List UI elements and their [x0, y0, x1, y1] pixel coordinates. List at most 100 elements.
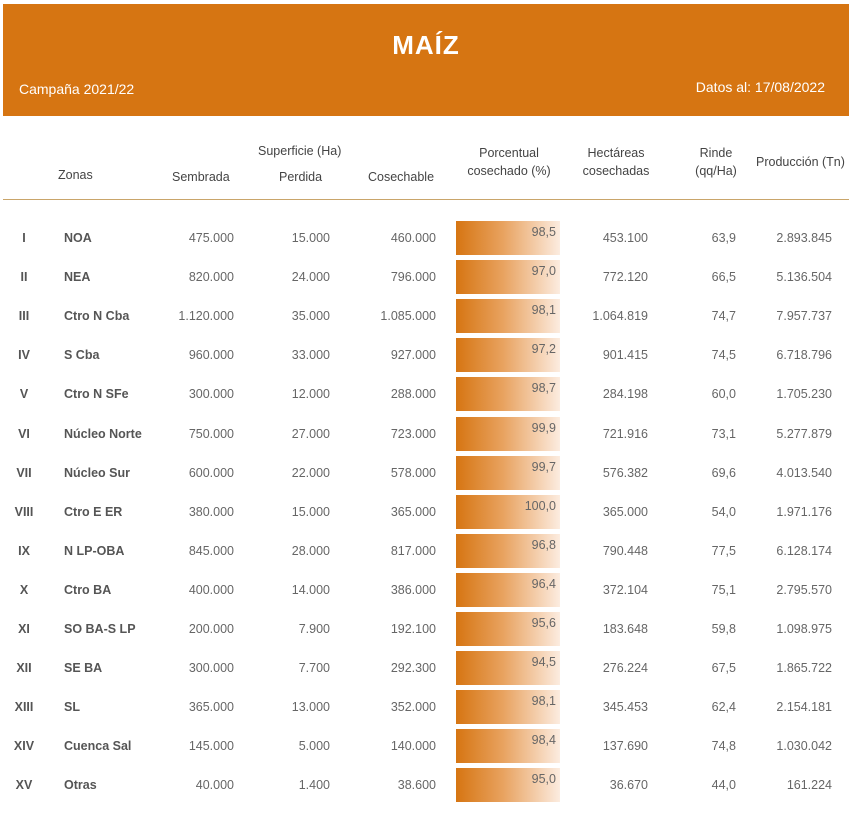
- percent-harvested-bar: [456, 221, 560, 255]
- col-header-sembrada: Sembrada: [172, 170, 230, 184]
- row-number: III: [18, 309, 30, 324]
- produccion-cell: 7.957.737: [776, 309, 832, 324]
- zone-name: SE BA: [64, 661, 103, 676]
- cosechable-cell: 38.600: [397, 778, 436, 793]
- percent-harvested-bar: [456, 651, 560, 686]
- zone-name: Núcleo Norte: [64, 426, 142, 441]
- zone-name: Ctro E ER: [64, 504, 123, 519]
- perdida-cell: 24.000: [291, 270, 330, 285]
- col-header-hectareas-line1: Hectáreas: [587, 146, 645, 160]
- col-header-hectareas: Hectáreas cosechadas: [570, 144, 662, 180]
- produccion-cell: 6.128.174: [776, 543, 832, 558]
- hectareas-cell: 183.648: [602, 622, 648, 636]
- perdida-cell: 28.000: [291, 543, 330, 558]
- produccion-cell: 2.154.181: [776, 700, 832, 715]
- hectareas-cell: 790.448: [602, 543, 648, 558]
- table-row: VI Núcleo Norte 750.000 27.000 723.000 721.91…: [0, 415, 852, 453]
- produccion-cell: 1.030.042: [776, 739, 832, 754]
- perdida-cell: 7.700: [298, 661, 330, 676]
- row-number: VIII: [14, 504, 34, 519]
- sembrada-cell: 845.000: [188, 543, 234, 558]
- row-number: X: [19, 582, 29, 597]
- rinde-cell: 74,8: [711, 739, 736, 754]
- produccion-cell: 1.705.230: [776, 387, 832, 402]
- perdida-cell: 14.000: [291, 582, 330, 597]
- percent-harvested-bar: [456, 338, 560, 373]
- produccion-cell: 2.795.570: [776, 582, 832, 597]
- cosechable-cell: 352.000: [390, 700, 436, 715]
- percent-harvested-value: 95,6: [531, 616, 556, 630]
- table-row: XIII SL 365.000 13.000 352.000 345.453 62,4 2.1…: [0, 688, 852, 726]
- rinde-cell: 62,4: [711, 700, 736, 715]
- zone-name: Ctro N SFe: [64, 387, 129, 402]
- rinde-cell: 44,0: [711, 778, 736, 793]
- produccion-cell: 161.224: [786, 778, 832, 793]
- percent-harvested-value: 100,0: [524, 498, 556, 513]
- table-row: II NEA 820.000 24.000 796.000 772.120 66,5 5.13…: [0, 258, 852, 296]
- hectareas-cell: 453.100: [602, 231, 648, 245]
- table-row: IV S Cba 960.000 33.000 927.000 901.415 74,5 6.…: [0, 336, 852, 374]
- col-header-superficie: Superficie (Ha): [258, 144, 342, 158]
- cosechable-cell: 460.000: [390, 231, 436, 245]
- percent-harvested-value: 98,1: [531, 303, 556, 318]
- perdida-cell: 1.400: [298, 778, 330, 793]
- produccion-cell: 2.893.845: [776, 231, 832, 245]
- sembrada-cell: 200.000: [188, 622, 234, 636]
- zone-name: NOA: [64, 231, 92, 245]
- zone-name: Cuenca Sal: [64, 739, 132, 754]
- produccion-cell: 4.013.540: [776, 465, 832, 480]
- col-header-porcentual: Porcentual cosechado (%): [456, 144, 562, 180]
- percent-harvested-value: 98,7: [531, 381, 556, 396]
- row-number: V: [19, 387, 29, 402]
- cosechable-cell: 1.085.000: [380, 309, 436, 324]
- perdida-cell: 33.000: [291, 348, 330, 363]
- sembrada-cell: 365.000: [188, 700, 234, 715]
- row-number: XII: [16, 661, 32, 676]
- zone-name: N LP-OBA: [64, 543, 125, 558]
- percent-harvested-value: 96,4: [531, 576, 556, 591]
- perdida-cell: 5.000: [298, 739, 330, 754]
- row-number: VII: [16, 465, 32, 480]
- sembrada-cell: 380.000: [188, 504, 234, 519]
- sembrada-cell: 960.000: [188, 348, 234, 363]
- table-row: V Ctro N SFe 300.000 12.000 288.000 284.198 60…: [0, 375, 852, 413]
- cosechable-cell: 365.000: [390, 504, 436, 519]
- table-row: VII Núcleo Sur 600.000 22.000 578.000 576.382…: [0, 454, 852, 492]
- percent-harvested-bar: [456, 612, 560, 646]
- campaign-label: Campaña 2021/22: [19, 81, 135, 97]
- percent-harvested-bar: [456, 260, 560, 295]
- produccion-cell: 5.136.504: [776, 270, 832, 285]
- hectareas-cell: 137.690: [602, 739, 648, 754]
- rinde-cell: 54,0: [711, 504, 736, 519]
- perdida-cell: 15.000: [291, 504, 330, 519]
- table-row: X Ctro BA 400.000 14.000 386.000 372.104 75,1 2…: [0, 571, 852, 609]
- row-number: II: [20, 270, 28, 285]
- sembrada-cell: 820.000: [188, 270, 234, 285]
- perdida-cell: 22.000: [291, 465, 330, 480]
- hectareas-cell: 576.382: [602, 465, 648, 480]
- rinde-cell: 63,9: [711, 231, 736, 245]
- col-header-rinde-line1: Rinde: [699, 146, 733, 160]
- perdida-cell: 27.000: [291, 426, 330, 441]
- col-header-rinde-line2: (qq/Ha): [695, 164, 737, 178]
- hectareas-cell: 284.198: [602, 387, 648, 402]
- zone-name: Núcleo Sur: [64, 465, 130, 480]
- zone-name: NEA: [64, 270, 91, 285]
- page-title: MAÍZ: [392, 30, 460, 60]
- produccion-cell: 1.865.722: [776, 661, 832, 676]
- cosechable-cell: 817.000: [390, 543, 436, 558]
- percent-harvested-bar: [456, 729, 560, 764]
- perdida-cell: 12.000: [291, 387, 330, 402]
- hectareas-cell: 901.415: [602, 348, 648, 363]
- cosechable-cell: 192.100: [390, 622, 436, 636]
- sembrada-cell: 475.000: [188, 231, 234, 245]
- row-number: IV: [18, 348, 30, 363]
- sembrada-cell: 300.000: [188, 661, 234, 676]
- percent-harvested-bar: [456, 494, 560, 529]
- col-header-produccion: Producción (Tn): [756, 155, 845, 169]
- table-row: XI SO BA-S LP 200.000 7.900 192.100 183.648 59…: [0, 610, 852, 648]
- percent-harvested-value: 95,0: [531, 772, 556, 787]
- percent-harvested-value: 98,5: [531, 225, 556, 239]
- rinde-cell: 74,5: [711, 348, 736, 363]
- hectareas-cell: 721.916: [602, 426, 648, 441]
